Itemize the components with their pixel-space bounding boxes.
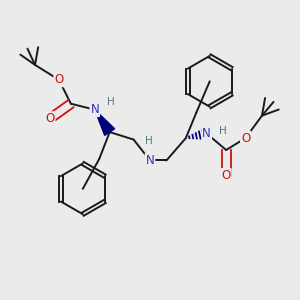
Text: O: O	[241, 132, 250, 145]
Text: O: O	[221, 169, 231, 182]
Text: O: O	[54, 73, 64, 86]
Text: N: N	[146, 154, 154, 167]
Text: H: H	[145, 136, 152, 146]
Text: H: H	[107, 97, 115, 107]
Text: H: H	[219, 126, 227, 136]
Text: N: N	[90, 103, 99, 116]
Polygon shape	[95, 110, 115, 135]
Text: N: N	[202, 127, 211, 140]
Text: O: O	[45, 112, 55, 125]
